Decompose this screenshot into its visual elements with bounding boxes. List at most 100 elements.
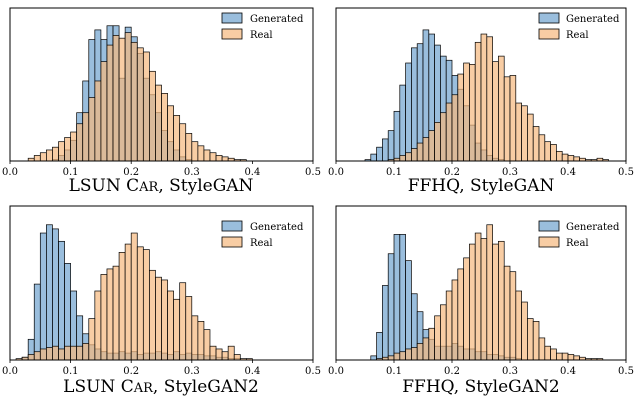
panel-2-bar-real-25 [509,75,517,162]
panel-3-bar-real-6 [52,345,59,361]
panel-2-tick-label-4: 0.4 [560,167,576,178]
panel-4-bar-generated-2 [376,332,383,361]
panel-4-bar-real-15 [451,279,459,361]
panel-2-bar-real-36 [573,156,580,162]
panel-2-tick-label-1: 0.1 [386,167,402,178]
panel-4-tick-label-5: 0.5 [618,366,634,377]
panel-2-bar-generated-7 [405,62,412,162]
panel-4-bar-real-20 [480,238,488,361]
panel-3-bar-real-12 [88,318,96,361]
panel-4-bar-real-17 [463,257,470,361]
panel-4-ticks: 0.0 0.1 0.2 0.3 0.4 0.5 [328,360,634,377]
panel-3-bar-real-9 [70,345,78,361]
panel-3-tick-label-4: 0.4 [244,366,260,377]
panel-2-bar-real-26 [515,102,522,162]
panel-1-ticks: 0.0 0.1 0.2 0.3 0.4 0.5 [2,161,321,178]
panel-4-tick-label-4: 0.4 [560,366,576,377]
panel-2-bar-real-16 [457,73,464,162]
panel-4: 0.0 0.1 0.2 0.3 0.4 0.5 Generated Real FFHQ, … [328,205,634,397]
panel-1-bar-real-23 [167,105,174,162]
panel-3-bar-real-34 [221,351,229,361]
panel-4-bar-generated-7 [405,260,412,361]
panel-3-bar-generated-5 [46,224,53,361]
panel-1-legend-label-real: Real [250,30,273,41]
panel-4-bar-real-23 [498,240,505,361]
panel-1-bar-real-24 [173,115,181,162]
panel-1-bar-real-18 [136,47,144,162]
panel-2-bar-real-31 [544,141,551,162]
panel-4-bar-real-12 [434,315,441,361]
panel-3-bar-real-35 [227,345,235,361]
panel-3-bar-real-30 [197,321,205,361]
panel-1-bar-real-1 [33,155,41,162]
panel-2-bar-real-30 [538,134,546,162]
panel-1-legend-label-generated: Generated [250,14,304,25]
panel-3-bar-real-15 [106,268,114,361]
panel-3-bar-real-33 [215,348,223,361]
panel-2-tick-label-2: 0.2 [444,167,460,178]
panel-1-bar-real-26 [185,133,193,162]
panel-3-legend-label-real: Real [250,238,273,249]
panel-1-tick-label-2: 0.2 [123,167,139,178]
panel-3-bar-generated-7 [58,240,65,361]
panel-4-tick-label-2: 0.2 [444,366,460,377]
panel-1-bar-real-29 [203,149,211,162]
panel-4-bar-real-28 [527,318,534,361]
panel-2-bar-real-12 [434,122,441,162]
panel-3-frame [9,205,314,361]
panel-3-bar-real-22 [149,269,156,361]
panel-4-bar-generated-3 [382,285,389,361]
panel-3-tick-label-2: 0.2 [123,366,139,377]
panel-4-bar-real-29 [532,321,540,361]
panel-1-bar-real-8 [76,123,84,162]
panel-4-bar-generated-6 [399,234,406,361]
panel-3-bar-real-28 [185,296,193,361]
panel-3-bar-real-18 [124,243,132,361]
panel-1-bar-real-9 [82,112,90,162]
panel-4-bar-real-6 [399,351,406,361]
panel-3-bar-real-8 [64,345,71,361]
panel-2-bar-real-8 [411,148,418,162]
panel-2-bar-real-7 [405,152,412,162]
panel-3-title: LSUN CAR, StyleGAN2 [63,377,259,397]
panel-1-bar-real-12 [100,61,108,162]
panel-2-bar-real-9 [416,142,424,162]
panel-2-bar-real-23 [498,55,505,162]
panel-2-legend-swatch-real [538,28,560,40]
panel-3-tick-label-1: 0.1 [63,366,79,377]
panel-1: 0.0 0.1 0.2 0.3 0.4 0.5 Generated Real LSUN C… [2,7,321,196]
panel-3-bar-real-32 [209,345,217,361]
panel-1-title: LSUN CAR, StyleGAN [69,176,254,196]
panel-1-bar-real-28 [197,145,205,162]
panel-2-bar-real-33 [556,150,563,162]
panel-3-bar-real-14 [100,274,108,361]
panel-3-bar-real-29 [191,315,199,361]
panel-4-bar-real-34 [561,352,569,361]
panel-4-bar-real-16 [457,268,464,361]
panel-3-bar-real-27 [179,282,187,361]
panel-4-bar-real-9 [416,343,424,361]
panel-4-bar-real-22 [492,243,499,361]
panel-2-legend-swatch-generated [538,12,560,24]
panel-1-tick-label-0: 0.0 [2,167,18,178]
panel-4-bar-generated-5 [393,234,401,361]
panel-1-bar-real-16 [124,32,132,162]
panel-2-bar-real-20 [480,33,488,162]
panel-4-bar-real-24 [503,265,511,361]
panel-2-bar-generated-4 [387,130,395,162]
panel-2-bar-generated-1 [370,153,377,162]
panel-2-bar-real-18 [469,64,476,162]
panel-4-tick-label-3: 0.3 [502,366,518,377]
panel-2-bar-generated-6 [399,84,406,162]
panel-4-frame [335,205,627,361]
panel-3-ticks: 0.0 0.1 0.2 0.3 0.4 0.5 [2,360,321,377]
panel-4-bar-real-19 [474,232,482,361]
panel-2-bar-generated-2 [376,146,383,162]
panel-1-tick-label-1: 0.1 [63,167,79,178]
panel-3-bar-real-11 [82,343,90,361]
panel-4-bar-real-33 [556,352,563,361]
panel-3-bar-real-7 [58,348,65,361]
panel-4-bar-real-31 [544,345,551,361]
panel-3-bar-generated-8 [64,263,71,361]
panel-4-legend-swatch-generated [538,220,560,232]
